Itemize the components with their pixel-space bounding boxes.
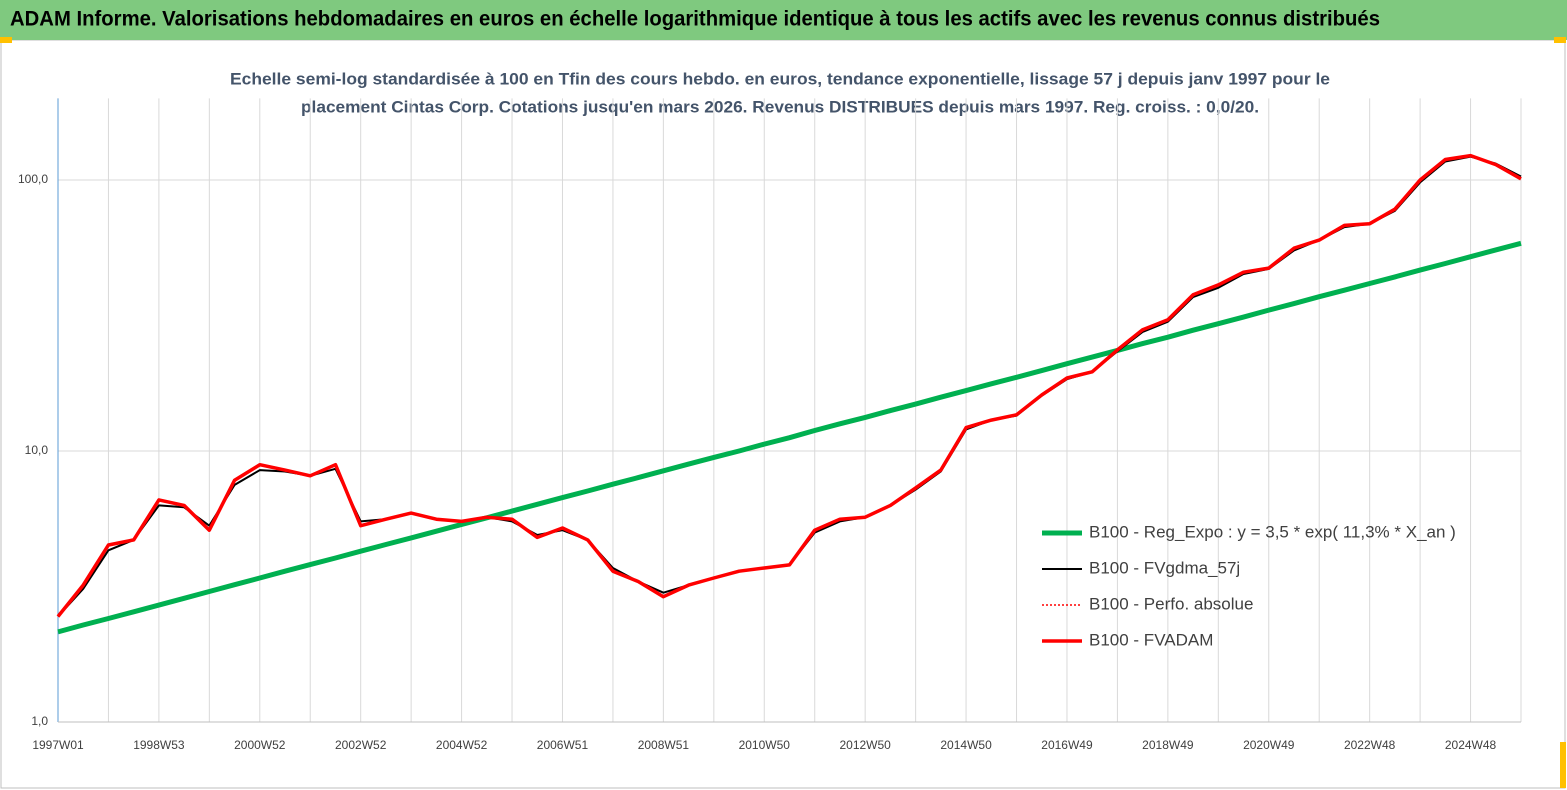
- title-bar: [0, 0, 1567, 40]
- plot-area: 1,0 10,0 100,0 1997W01 1998W53 2000W52 2002W52…: [18, 98, 1522, 752]
- corner: [1560, 742, 1566, 788]
- x-tick-label: 2014W50: [940, 738, 992, 752]
- corner: [1554, 37, 1566, 43]
- x-tick-label: 2010W50: [739, 738, 791, 752]
- chart-title: ADAM Informe. Valorisations hebdomadaire…: [10, 8, 1380, 31]
- x-tick-label: 1997W01: [32, 738, 84, 752]
- x-tick-label: 2020W49: [1243, 738, 1295, 752]
- x-tick-label: 2024W48: [1445, 738, 1497, 752]
- x-tick-label: 2022W48: [1344, 738, 1396, 752]
- legend-label: B100 - FVgdma_57j: [1089, 558, 1240, 577]
- y-tick-label: 1,0: [31, 714, 48, 728]
- corner: [0, 37, 12, 43]
- legend-label: B100 - Perfo. absolue: [1089, 594, 1253, 613]
- chart-subtitle: Echelle semi-log standardisée à 100 en T…: [230, 69, 1330, 88]
- legend-label: B100 - Reg_Expo : y = 3,5 * exp( 11,3% *…: [1089, 522, 1456, 541]
- x-tick-label: 2004W52: [436, 738, 488, 752]
- chart-subtitle: placement Cintas Corp. Cotations jusqu'e…: [301, 97, 1259, 116]
- x-tick-label: 2012W50: [839, 738, 891, 752]
- x-tick-label: 2018W49: [1142, 738, 1194, 752]
- x-tick-label: 2000W52: [234, 738, 286, 752]
- x-tick-label: 1998W53: [133, 738, 185, 752]
- x-tick-label: 2006W51: [537, 738, 589, 752]
- x-tick-label: 2002W52: [335, 738, 387, 752]
- data-line: [57, 240, 1522, 635]
- y-tick-label: 100,0: [18, 172, 48, 186]
- x-tick-label: 2008W51: [638, 738, 690, 752]
- x-tick-label: 2016W49: [1041, 738, 1093, 752]
- legend-label: B100 - FVADAM: [1089, 630, 1213, 649]
- y-tick-label: 10,0: [25, 443, 49, 457]
- data-line: [56, 153, 1522, 618]
